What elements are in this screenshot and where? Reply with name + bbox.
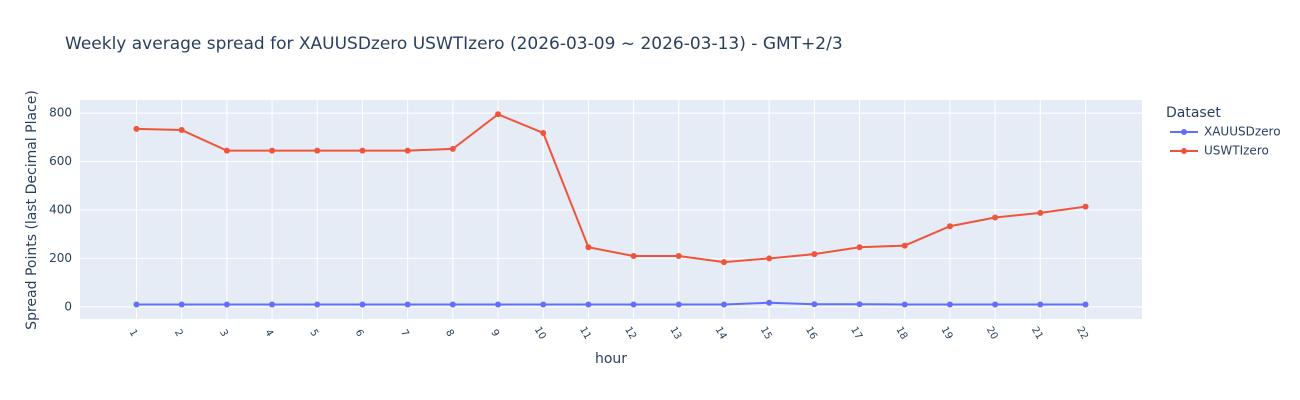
series-line [136,113,1086,264]
legend-title: Dataset [1166,105,1221,121]
data-point [901,301,908,308]
legend-marker [1181,148,1187,154]
data-point [992,214,999,221]
data-point [766,299,773,306]
data-point [1037,301,1044,308]
x-tick-label: 15 [758,325,774,342]
y-tick-label: 600 [49,154,72,168]
data-point [223,301,230,308]
data-point [630,253,637,260]
data-point [540,301,547,308]
data-point [585,244,592,251]
x-tick-label: 8 [443,328,456,339]
data-point [495,111,502,118]
data-point [269,147,276,154]
data-point [223,147,230,154]
y-tick-label: 0 [64,299,72,313]
data-point [314,147,321,154]
x-tick-label: 5 [307,328,320,339]
data-point [449,301,456,308]
x-tick-label: 17 [848,325,864,342]
x-tick-label: 21 [1029,325,1045,342]
x-tick-label: 10 [532,325,548,342]
x-tick-label: 12 [622,325,638,342]
data-point [675,301,682,308]
data-point [766,255,773,262]
data-point [314,301,321,308]
y-axis-label: Spread Points (last Decimal Place) [24,90,40,330]
data-point [404,301,411,308]
x-tick-label: 1 [127,328,140,339]
x-tick-label: 6 [353,328,366,339]
data-point [1082,203,1089,210]
legend-label: XAUUSDzero [1204,125,1281,139]
data-point [404,147,411,154]
data-point [946,223,953,230]
data-point [133,125,140,132]
x-tick-label: 9 [488,328,501,339]
data-point [856,244,863,251]
x-tick-label: 3 [217,328,230,339]
x-tick-label: 4 [262,328,275,339]
x-tick-label: 2 [172,328,185,339]
series-line [136,301,1086,306]
data-point [946,301,953,308]
x-tick-label: 19 [939,325,955,342]
data-point [992,301,999,308]
data-point [540,129,547,136]
data-point [630,301,637,308]
data-point [585,301,592,308]
data-point [178,127,185,134]
data-point [178,301,185,308]
data-point [675,253,682,260]
data-point [720,301,727,308]
data-point [269,301,276,308]
x-tick-label: 18 [893,325,909,342]
x-axis-label: hour [595,351,627,367]
data-point [449,145,456,152]
chart-title: Weekly average spread for XAUUSDzero USW… [65,34,843,54]
x-tick-label: 13 [667,325,683,342]
data-point [359,147,366,154]
data-point [811,251,818,258]
data-point [720,259,727,266]
data-point [1082,301,1089,308]
data-point [133,301,140,308]
data-point [1037,209,1044,216]
data-point [359,301,366,308]
x-tick-label: 20 [984,325,1000,342]
data-point [811,301,818,308]
x-tick-label: 14 [713,325,729,342]
data-point [495,301,502,308]
x-tick-label: 16 [803,325,819,342]
y-tick-label: 800 [49,106,72,120]
legend-marker [1181,129,1187,135]
y-tick-label: 200 [49,251,72,265]
legend-label: USWTIzero [1204,144,1269,158]
x-tick-label: 11 [577,325,593,342]
data-point [901,242,908,249]
y-tick-label: 400 [49,202,72,216]
x-tick-label: 7 [398,328,411,339]
data-point [856,301,863,308]
x-tick-label: 22 [1074,325,1090,342]
